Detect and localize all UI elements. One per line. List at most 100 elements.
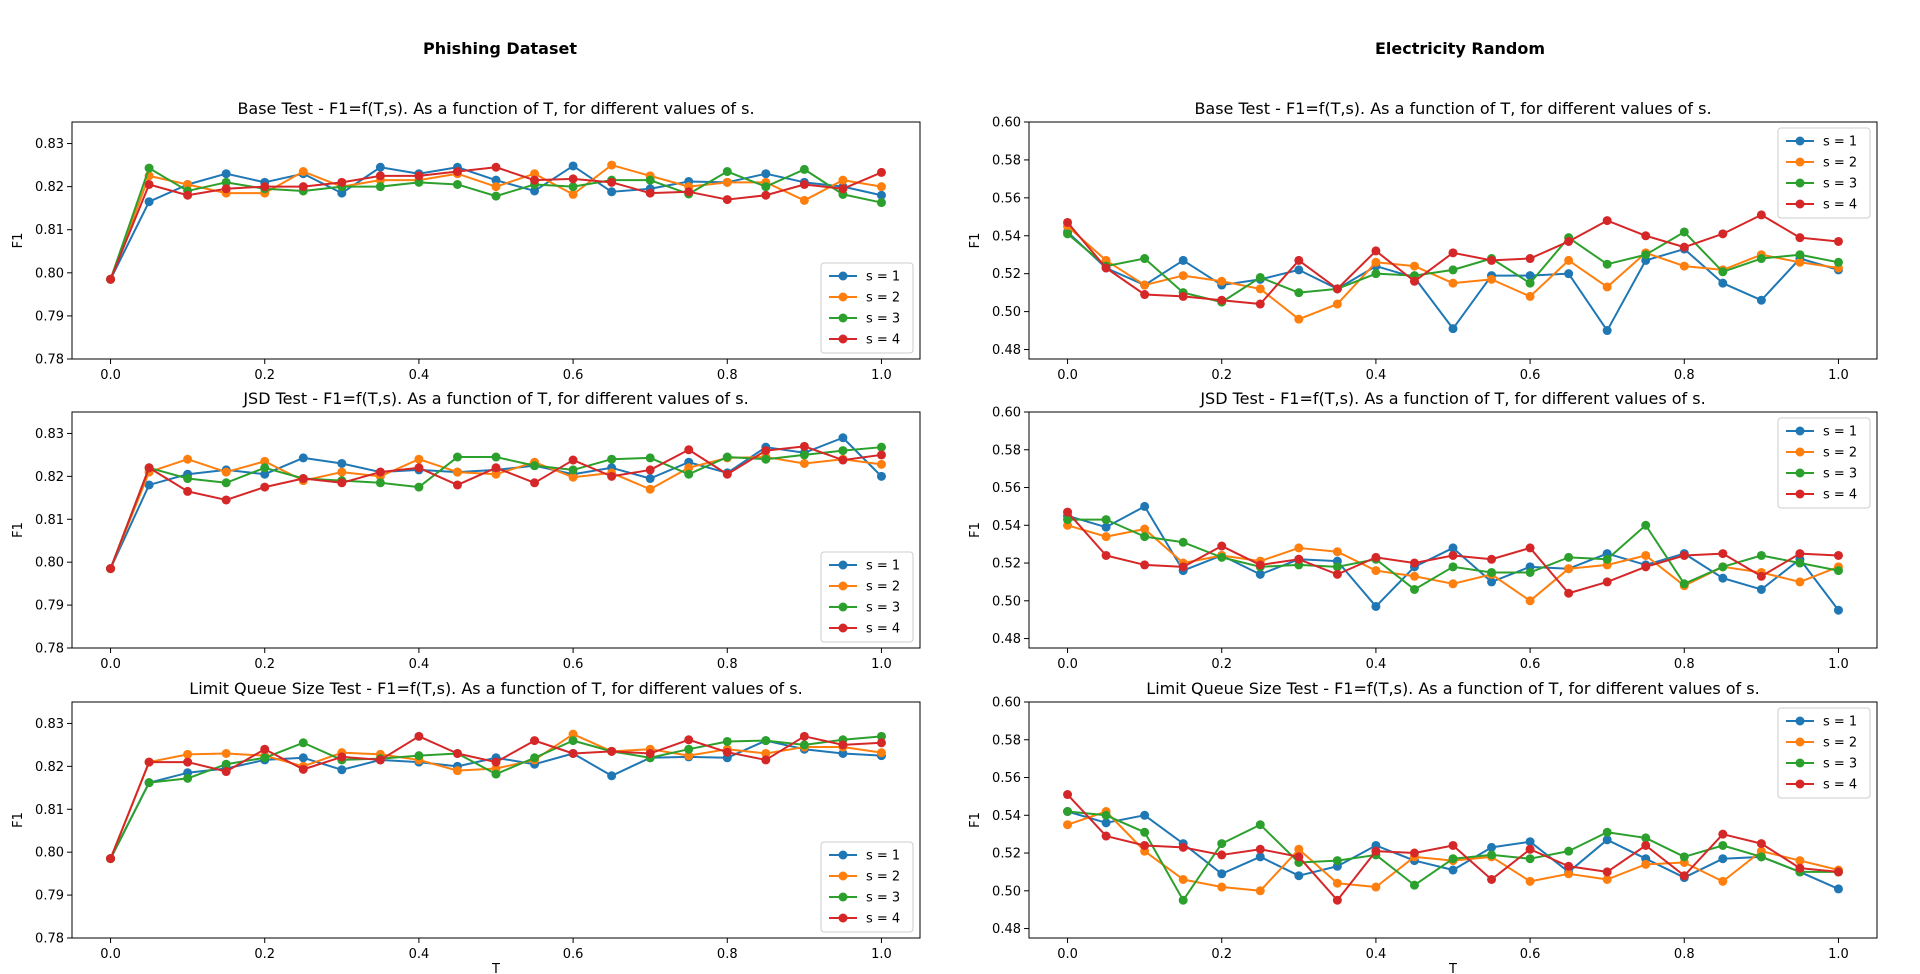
data-point: [568, 182, 578, 192]
y-tick-label: 0.52: [992, 267, 1021, 282]
y-tick-label: 0.54: [992, 809, 1021, 824]
data-point: [1448, 562, 1458, 572]
data-point: [1448, 865, 1458, 875]
data-point: [1525, 596, 1535, 606]
legend-label: s = 1: [1823, 715, 1857, 730]
data-point: [1564, 269, 1574, 279]
data-point: [183, 773, 193, 783]
data-point: [1255, 284, 1265, 294]
x-tick-label: 0.8: [1674, 947, 1695, 962]
legend-marker: [838, 913, 848, 923]
data-point: [799, 195, 809, 205]
data-point: [1409, 848, 1419, 858]
data-point: [1641, 550, 1651, 560]
axes-frame: [71, 411, 921, 649]
legend-label: s = 1: [1823, 135, 1857, 150]
data-point: [607, 471, 617, 481]
data-point: [298, 182, 308, 192]
data-point: [1525, 543, 1535, 553]
legend: s = 1 s = 2 s = 3 s = 4: [820, 262, 914, 354]
legend-label: s = 1: [866, 270, 900, 285]
data-point: [1448, 579, 1458, 589]
data-point: [1294, 871, 1304, 881]
x-tick-label: 0.4: [1366, 947, 1387, 962]
y-tick-label: 0.81: [35, 223, 64, 238]
data-point: [1409, 261, 1419, 271]
y-axis-label: F1: [968, 522, 983, 538]
data-point: [1718, 278, 1728, 288]
x-tick-label: 0.8: [717, 368, 738, 383]
data-point: [1217, 552, 1227, 562]
legend-marker: [838, 271, 848, 281]
data-point: [1641, 859, 1651, 869]
data-point: [645, 484, 655, 494]
data-point: [645, 188, 655, 198]
data-point: [1371, 552, 1381, 562]
data-point: [221, 169, 231, 179]
legend-marker: [1795, 178, 1805, 188]
data-point: [1409, 584, 1419, 594]
series-4: [1063, 210, 1843, 309]
data-point: [568, 161, 578, 171]
data-point: [1217, 541, 1227, 551]
data-point: [1718, 549, 1728, 559]
data-point: [452, 452, 462, 462]
data-point: [1140, 501, 1150, 511]
x-tick-label: 0.0: [100, 947, 121, 962]
x-tick-label: 0.4: [1366, 657, 1387, 672]
data-point: [106, 564, 116, 574]
data-point: [761, 755, 771, 765]
x-tick-label: 0.6: [563, 947, 584, 962]
data-point: [1217, 295, 1227, 305]
data-point: [183, 474, 193, 484]
y-axis-label: F1: [11, 522, 26, 538]
data-point: [876, 748, 886, 758]
data-point: [684, 744, 694, 754]
x-tick-label: 0.4: [409, 657, 430, 672]
data-point: [722, 452, 732, 462]
x-tick-label: 1.0: [871, 657, 892, 672]
data-point: [799, 441, 809, 451]
data-point: [568, 174, 578, 184]
data-point: [1178, 842, 1188, 852]
series-3: [106, 442, 886, 574]
data-point: [1756, 571, 1766, 581]
data-point: [1140, 560, 1150, 570]
data-point: [1294, 844, 1304, 854]
data-point: [1178, 537, 1188, 547]
data-point: [1255, 272, 1265, 282]
data-point: [1332, 284, 1342, 294]
data-point: [1063, 217, 1073, 227]
data-point: [491, 757, 501, 767]
data-point: [722, 469, 732, 479]
subplot-2: Base Test - F1=f(T,s). As a function of …: [968, 99, 1878, 383]
data-point: [1140, 290, 1150, 300]
legend-box: [1777, 127, 1871, 219]
data-point: [684, 469, 694, 479]
data-point: [876, 450, 886, 460]
legend-label: s = 4: [866, 622, 900, 637]
data-point: [1564, 564, 1574, 574]
y-tick-label: 0.48: [992, 632, 1021, 647]
data-point: [684, 751, 694, 761]
data-point: [144, 778, 154, 788]
data-point: [1602, 259, 1612, 269]
data-point: [1718, 829, 1728, 839]
legend-marker: [838, 581, 848, 591]
data-point: [491, 162, 501, 172]
data-point: [144, 463, 154, 473]
data-point: [1101, 263, 1111, 273]
data-point: [1371, 246, 1381, 256]
data-point: [1525, 278, 1535, 288]
data-point: [144, 179, 154, 189]
data-point: [337, 188, 347, 198]
legend-marker: [838, 871, 848, 881]
data-point: [645, 453, 655, 463]
x-tick-label: 0.6: [1520, 947, 1541, 962]
data-point: [838, 740, 848, 750]
data-point: [684, 735, 694, 745]
data-point: [452, 467, 462, 477]
y-tick-label: 0.82: [35, 470, 64, 485]
data-point: [221, 177, 231, 187]
data-point: [298, 453, 308, 463]
